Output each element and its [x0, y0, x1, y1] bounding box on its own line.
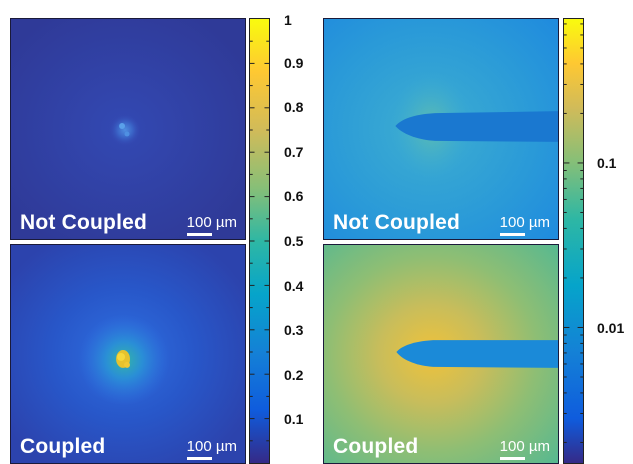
- panel-label: Not Coupled: [20, 211, 148, 234]
- scale-bar-unit: µm: [524, 214, 550, 231]
- colorbar-tick-label: 0.1: [597, 154, 617, 171]
- colorbar-tick-label: 0.3: [284, 322, 304, 339]
- panel-label: Not Coupled: [333, 211, 461, 234]
- colorbar-tick-label: 0.5: [284, 233, 304, 249]
- scale-bar: 100 µm: [186, 214, 237, 236]
- scale-bar-number: 100: [186, 438, 212, 460]
- scale-bar-line: [499, 457, 525, 460]
- colorbar-linear-gradient: [250, 19, 269, 463]
- scale-bar-line: [186, 457, 212, 460]
- scale-bar-label: 100 µm: [186, 214, 237, 236]
- colorbar-tick-label: 0.1: [284, 411, 304, 428]
- intensity-map-not-coupled-linear: [11, 19, 245, 239]
- scale-bar-label: 100 µm: [186, 438, 237, 460]
- colorbar-log-ticks: [564, 23, 583, 443]
- scale-bar: 100 µm: [499, 438, 550, 460]
- colorbar-tick-label: 0.2: [284, 366, 304, 383]
- colorbar-linear: [249, 18, 270, 464]
- panel-not-coupled-linear: Not Coupled 100 µm: [10, 18, 246, 240]
- scale-bar-line: [499, 233, 525, 236]
- intensity-map-coupled-linear: [11, 245, 245, 463]
- intensity-map-not-coupled-log: [324, 19, 558, 239]
- scale-bar-unit: µm: [524, 438, 550, 455]
- scale-bar-number: 100: [186, 214, 212, 236]
- colorbar-tick-label: 1: [284, 12, 292, 28]
- panel-label: Coupled: [333, 435, 419, 458]
- scale-bar-number: 100: [499, 214, 525, 236]
- colorbar-linear-ticks: [250, 40, 269, 442]
- scale-bar-label: 100 µm: [499, 438, 550, 460]
- scale-bar-number: 100: [499, 438, 525, 460]
- colorbar-log-gradient: [564, 19, 583, 463]
- colorbar-tick-label: 0.01: [597, 319, 625, 336]
- scale-bar: 100 µm: [499, 214, 550, 236]
- panel-not-coupled-log: Not Coupled 100 µm: [323, 18, 559, 240]
- colorbar-tick-label: 0.9: [284, 54, 304, 71]
- colorbar-log: [563, 18, 584, 464]
- scale-bar-unit: µm: [211, 214, 237, 231]
- panel-coupled-log: Coupled 100 µm: [323, 244, 559, 464]
- scale-bar: 100 µm: [186, 438, 237, 460]
- colorbar-tick-label: 0.7: [284, 143, 304, 160]
- intensity-map-coupled-log: [324, 245, 558, 463]
- panel-coupled-linear: Coupled 100 µm: [10, 244, 246, 464]
- colorbar-tick-label: 0.8: [284, 99, 304, 116]
- scale-bar-label: 100 µm: [499, 214, 550, 236]
- scale-bar-unit: µm: [211, 438, 237, 455]
- panel-label: Coupled: [20, 435, 106, 458]
- scale-bar-line: [186, 233, 212, 236]
- colorbar-tick-label: 0.6: [284, 188, 304, 205]
- colorbar-tick-label: 0.4: [284, 277, 304, 294]
